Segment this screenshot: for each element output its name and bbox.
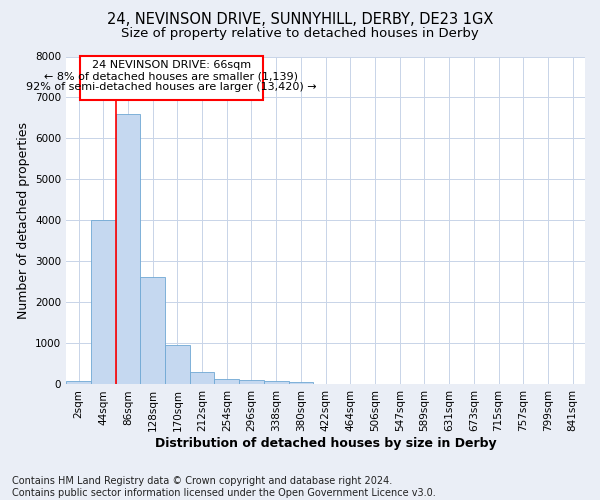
Text: Size of property relative to detached houses in Derby: Size of property relative to detached ho… [121, 28, 479, 40]
Bar [66, 381, 91, 384]
Bar [190, 372, 214, 384]
Text: 24 NEVINSON DRIVE: 66sqm: 24 NEVINSON DRIVE: 66sqm [92, 60, 251, 70]
Bar [91, 220, 116, 384]
Bar [165, 345, 190, 385]
Y-axis label: Number of detached properties: Number of detached properties [17, 122, 29, 319]
Bar [80, 56, 263, 100]
Bar [214, 379, 239, 384]
Text: Contains HM Land Registry data © Crown copyright and database right 2024.
Contai: Contains HM Land Registry data © Crown c… [12, 476, 436, 498]
X-axis label: Distribution of detached houses by size in Derby: Distribution of detached houses by size … [155, 437, 496, 450]
Bar [289, 382, 313, 384]
Bar [116, 114, 140, 384]
Bar [140, 277, 165, 384]
Text: 24, NEVINSON DRIVE, SUNNYHILL, DERBY, DE23 1GX: 24, NEVINSON DRIVE, SUNNYHILL, DERBY, DE… [107, 12, 493, 28]
Text: 92% of semi-detached houses are larger (13,420) →: 92% of semi-detached houses are larger (… [26, 82, 317, 92]
Bar [239, 380, 264, 384]
Bar [264, 382, 289, 384]
Text: ← 8% of detached houses are smaller (1,139): ← 8% of detached houses are smaller (1,1… [44, 71, 298, 81]
